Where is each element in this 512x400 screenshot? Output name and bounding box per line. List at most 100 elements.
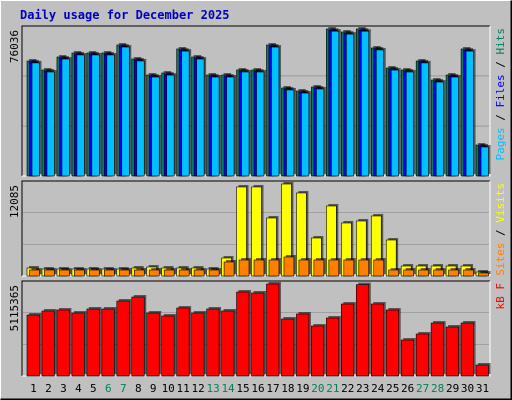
bar [388, 269, 399, 277]
bar [385, 309, 399, 377]
y-max-label: 76036 [8, 30, 21, 63]
bar-group [241, 69, 252, 177]
bar [373, 259, 385, 277]
bar-group [178, 268, 192, 277]
x-tick-label: 18 [281, 382, 294, 395]
bar [256, 71, 265, 177]
bar [313, 259, 325, 277]
bar-group [418, 268, 431, 277]
bar [236, 291, 250, 377]
bar [211, 76, 220, 177]
bar-group [375, 47, 386, 177]
legend-entry: Visits [494, 183, 507, 223]
chart-title: Daily usage for December 2025 [20, 8, 230, 22]
bar-group [31, 60, 42, 177]
bar [463, 269, 474, 277]
x-tick-label: 19 [296, 382, 309, 395]
bar-group [435, 80, 446, 177]
bar [133, 269, 145, 277]
bar-group [46, 69, 57, 177]
bar-group [326, 315, 341, 377]
x-tick-label: 31 [476, 382, 489, 395]
bar-group [181, 49, 192, 177]
y-max-label: 5115365 [8, 285, 21, 331]
bar-group [223, 259, 237, 277]
bar [238, 259, 250, 277]
bar [44, 269, 55, 277]
bar [241, 71, 250, 177]
bar [296, 313, 310, 377]
bar-group [256, 69, 266, 177]
bar [475, 364, 489, 377]
bar [430, 322, 444, 377]
bar-group [328, 257, 341, 277]
bar-group [465, 49, 476, 177]
bar [266, 283, 280, 377]
bar [86, 308, 100, 377]
bar [346, 33, 355, 177]
x-tick-label: 11 [177, 382, 190, 395]
bar [326, 317, 340, 377]
bar [418, 269, 429, 277]
bar [435, 81, 444, 177]
bar [405, 71, 414, 177]
bar [355, 284, 370, 377]
bar-group [61, 57, 72, 177]
bar-group [313, 257, 326, 277]
y-max-label: 12085 [8, 185, 21, 218]
panel-bevel [21, 25, 490, 176]
bar [268, 259, 280, 277]
bar-group [355, 282, 371, 377]
x-tick-label: 10 [162, 382, 175, 395]
bar-group [448, 268, 461, 277]
bar-group [196, 57, 207, 177]
x-tick-label: 16 [251, 382, 264, 395]
bar-group [311, 323, 326, 377]
bar [420, 62, 429, 177]
bar [331, 30, 340, 177]
bar-group [41, 308, 57, 377]
x-tick-label: 22 [341, 382, 354, 395]
bar-group [238, 257, 252, 277]
bar [298, 259, 310, 277]
bar-group [251, 290, 266, 377]
legend-separator: / [494, 223, 507, 243]
bar [163, 269, 175, 277]
bar [445, 326, 459, 377]
bar [61, 58, 70, 177]
bar-group [268, 257, 281, 277]
bar [71, 312, 85, 377]
bar-group [191, 310, 207, 377]
bar-group [146, 310, 162, 377]
bar [104, 269, 115, 277]
bar [76, 54, 85, 177]
bar [328, 259, 340, 277]
bar-group [403, 268, 416, 277]
bar-group [281, 316, 296, 377]
legend: kB F [494, 283, 507, 310]
bar [450, 76, 459, 177]
legend-separator: / [494, 55, 507, 75]
bar-group [420, 60, 431, 177]
bar [283, 256, 295, 277]
bar [26, 314, 40, 377]
bar-group [211, 75, 222, 177]
bar [221, 310, 235, 377]
bar-group [131, 294, 147, 377]
x-tick-label: 4 [75, 382, 82, 395]
bar-group [208, 268, 222, 277]
x-tick-label: 24 [371, 382, 385, 395]
bar [31, 62, 40, 177]
bar [281, 318, 295, 377]
bar [226, 76, 235, 177]
bar-group [390, 68, 401, 177]
bar-group [136, 58, 147, 177]
bar [119, 269, 130, 277]
bar [253, 259, 265, 277]
bar-group [405, 69, 416, 177]
bar [91, 54, 100, 177]
bar-group [343, 257, 356, 277]
bar [208, 269, 220, 277]
bar-group [298, 257, 311, 277]
